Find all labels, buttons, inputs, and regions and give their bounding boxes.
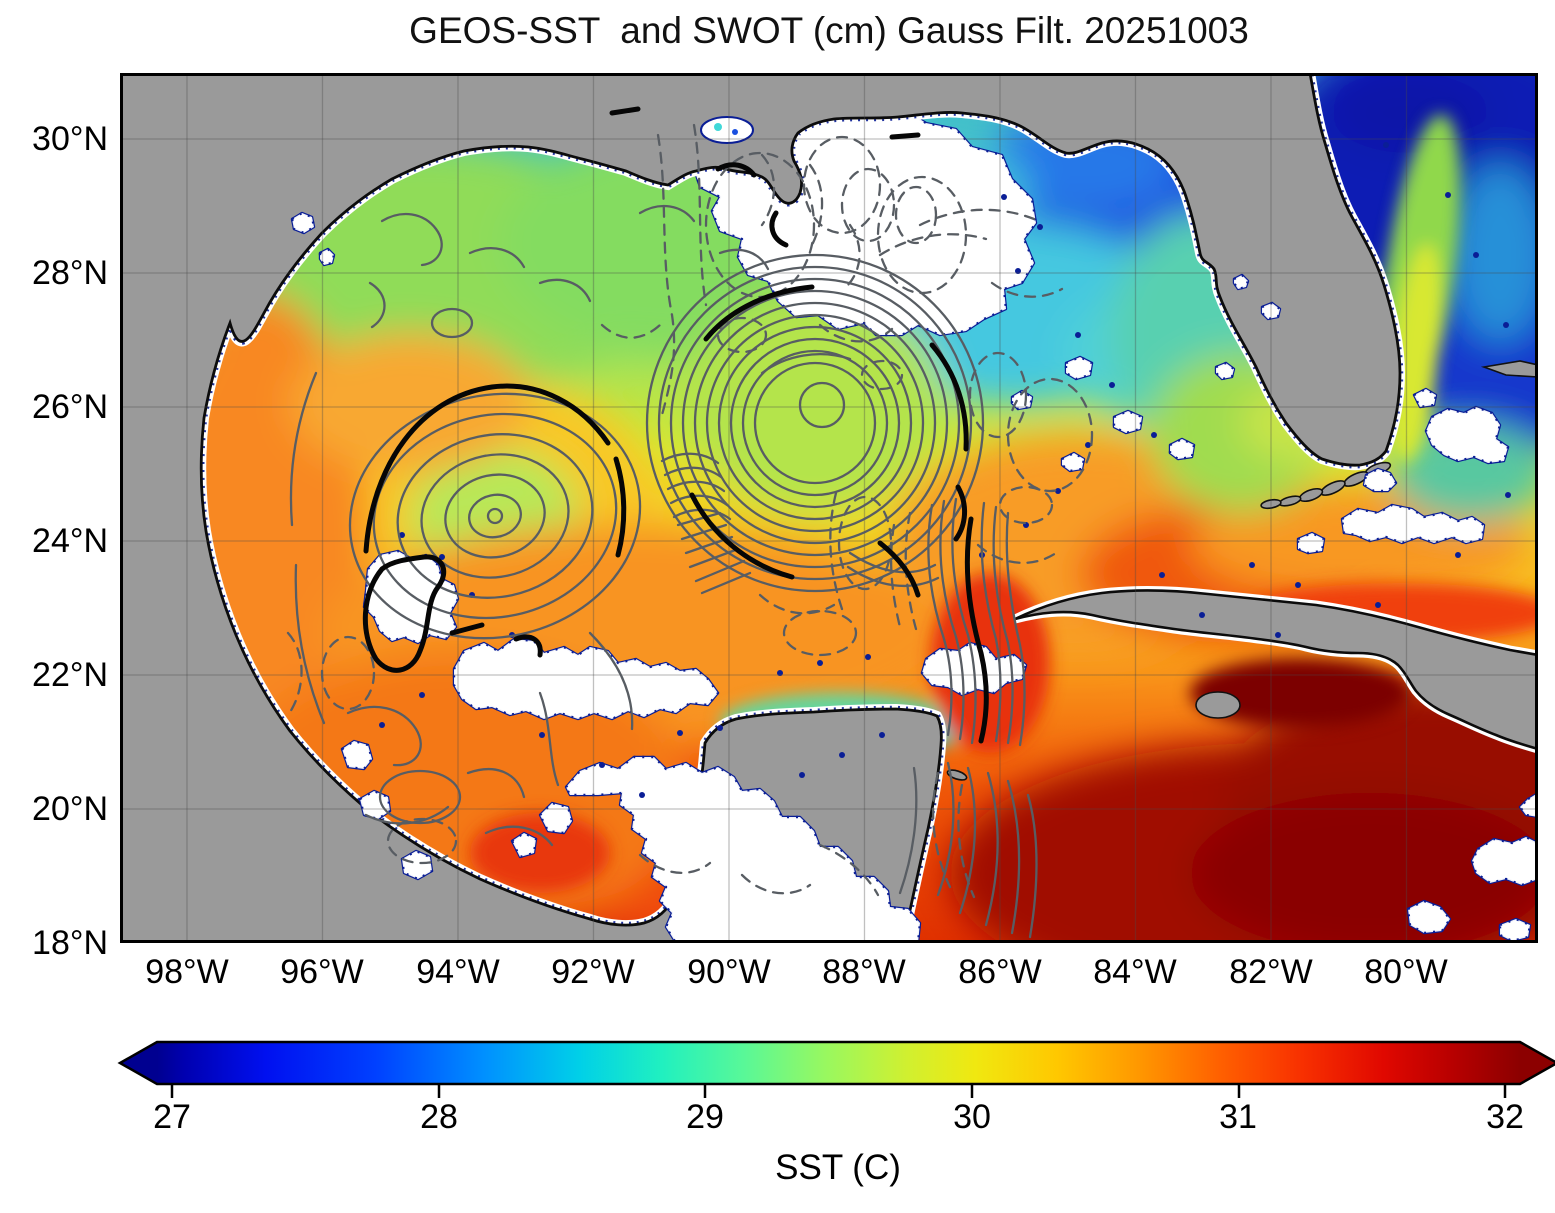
cozumel-island (946, 769, 968, 781)
x-axis-tick-label: 98°W (145, 953, 229, 991)
y-axis-tick-label: 26°N (32, 388, 108, 426)
colorbar-tick-label: 31 (1219, 1098, 1257, 1136)
x-axis-tick-label: 92°W (551, 953, 635, 991)
y-axis-tick-label: 22°N (32, 656, 108, 694)
y-axis-tick-label: 20°N (32, 790, 108, 828)
x-axis-tick-label: 90°W (687, 953, 771, 991)
gulf-of-mexico-sst-map (120, 73, 1538, 943)
graticule (120, 73, 1538, 943)
lake-pixel (714, 123, 722, 131)
x-axis-tick-label: 94°W (416, 953, 500, 991)
x-axis-tick-label: 80°W (1364, 953, 1448, 991)
figure-title: GEOS-SST and SWOT (cm) Gauss Filt. 20251… (409, 10, 1249, 51)
x-axis-tick-label: 84°W (1093, 953, 1177, 991)
sst-colorbar (117, 1040, 1555, 1098)
x-axis-tick-label: 86°W (958, 953, 1042, 991)
colorbar-tick-label: 28 (420, 1098, 458, 1136)
y-axis-tick-label: 18°N (32, 924, 108, 962)
bahama-bank (1480, 360, 1538, 378)
colorbar-ticks (170, 1084, 1507, 1098)
y-axis-tick-label: 30°N (32, 120, 108, 158)
x-axis-tick-label: 82°W (1229, 953, 1313, 991)
swot-contours-black (362, 106, 989, 744)
colorbar-tick-label: 32 (1486, 1098, 1524, 1136)
lake-pontchartrain (700, 116, 754, 144)
swot-contours-gray (289, 204, 1038, 939)
y-axis-tick-label: 24°N (32, 522, 108, 560)
swot-contours-dashed (286, 123, 1094, 899)
lake-pixel (732, 129, 738, 135)
colorbar-tick-label: 27 (153, 1098, 191, 1136)
colorbar-axis-label: SST (C) (775, 1148, 901, 1187)
flagged-pixel-speckles (379, 142, 1511, 798)
land (120, 73, 1538, 943)
isla-juventud (1195, 691, 1241, 719)
map-frame (120, 73, 1538, 943)
cloud-gaps (292, 213, 1538, 943)
x-axis-tick-label: 96°W (280, 953, 364, 991)
x-axis-tick-label: 88°W (822, 953, 906, 991)
y-axis-tick-label: 28°N (32, 254, 108, 292)
colorbar-gradient-bar (117, 1040, 1555, 1086)
cuba-landmass (1014, 589, 1538, 751)
colorbar-tick-label: 30 (953, 1098, 991, 1136)
colorbar-tick-label: 29 (686, 1098, 724, 1136)
